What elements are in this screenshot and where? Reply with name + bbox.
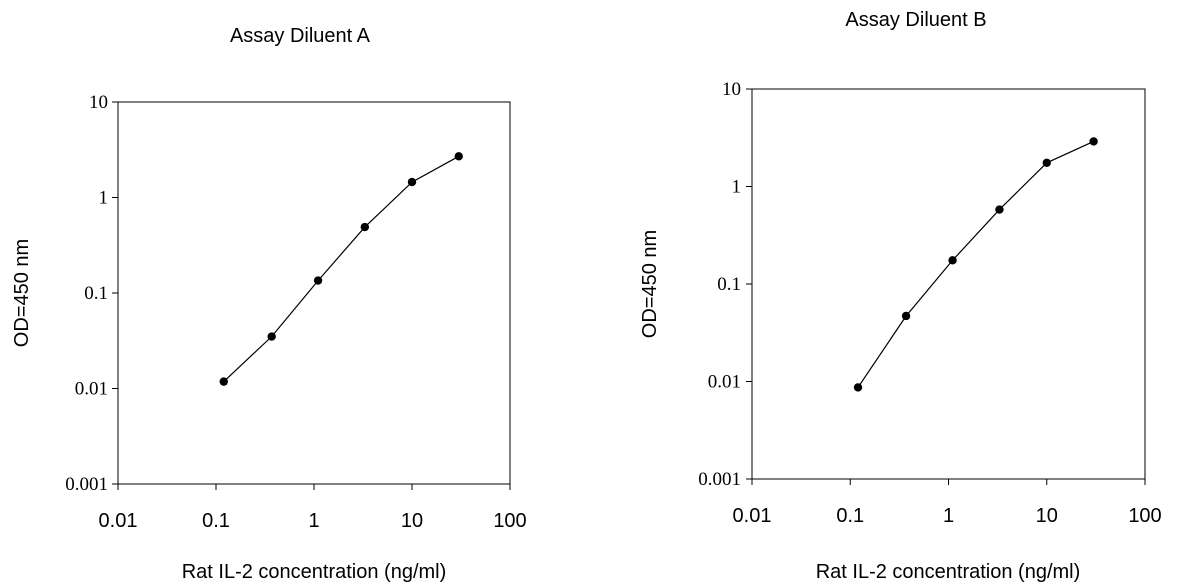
series-line xyxy=(223,155,460,383)
chart-assay-diluent-b: Assay Diluent B 0.01 0.1 1 10 100 1010.10.01… xyxy=(639,9,1162,583)
y-tick-label: 0.1 xyxy=(717,274,741,295)
x-tick-label: 100 xyxy=(1128,505,1161,527)
y-tick-label: 10 xyxy=(722,79,741,100)
x-axis-ticks: 0.01 0.1 1 10 100 xyxy=(733,479,1162,527)
chart-assay-diluent-a: Assay Diluent A 0.01 0.1 1 10 100 1010.10.01… xyxy=(11,25,527,583)
data-point xyxy=(948,256,957,265)
data-point xyxy=(407,177,417,187)
data-series xyxy=(853,137,1098,392)
data-point xyxy=(853,383,863,392)
y-axis-ticks: 10 1 0.1 0.01 0.001 xyxy=(65,92,118,495)
x-tick-label: 10 xyxy=(1036,505,1058,527)
x-tick-label: 0.01 xyxy=(99,510,138,532)
x-tick-label: 0.1 xyxy=(202,510,230,532)
x-axis-label: Rat IL-2 concentration (ng/ml) xyxy=(816,561,1081,583)
x-tick-label: 1 xyxy=(308,510,319,532)
data-point xyxy=(313,276,323,285)
y-tick-label: 0.001 xyxy=(698,469,741,490)
data-point xyxy=(901,311,911,321)
data-point xyxy=(1089,137,1098,146)
plot-frame xyxy=(751,88,1146,480)
x-tick-label: 0.1 xyxy=(836,505,864,527)
data-point xyxy=(1042,158,1051,168)
data-point xyxy=(454,152,463,161)
y-axis-label: OD=450 nm xyxy=(639,230,661,338)
chart-title: Assay Diluent B xyxy=(845,9,986,31)
y-tick-label: 10 xyxy=(89,92,108,113)
x-tick-label: 100 xyxy=(493,510,526,532)
data-point xyxy=(267,332,276,341)
y-axis-label: OD=450 nm xyxy=(11,239,33,347)
chart-title: Assay Diluent A xyxy=(230,25,371,47)
x-axis-ticks: 0.01 0.1 1 10 100 xyxy=(99,484,527,532)
y-tick-label: 0.01 xyxy=(75,379,108,400)
y-tick-label: 0.1 xyxy=(84,283,108,304)
x-tick-label: 0.01 xyxy=(733,505,772,527)
y-tick-label: 0.01 xyxy=(708,372,741,393)
data-point xyxy=(360,222,370,232)
series-line xyxy=(857,140,1094,388)
x-axis-label: Rat IL-2 concentration (ng/ml) xyxy=(182,561,447,583)
data-point xyxy=(995,205,1004,214)
y-tick-label: 1 xyxy=(99,188,109,209)
plot-frame xyxy=(117,101,511,485)
y-tick-label: 0.001 xyxy=(65,474,108,495)
x-tick-label: 10 xyxy=(401,510,423,532)
y-tick-label: 1 xyxy=(732,177,742,198)
data-point xyxy=(219,377,228,386)
y-axis-ticks: 10 1 0.1 0.01 0.001 xyxy=(698,79,752,490)
x-tick-label: 1 xyxy=(943,505,954,527)
data-series xyxy=(219,152,463,386)
